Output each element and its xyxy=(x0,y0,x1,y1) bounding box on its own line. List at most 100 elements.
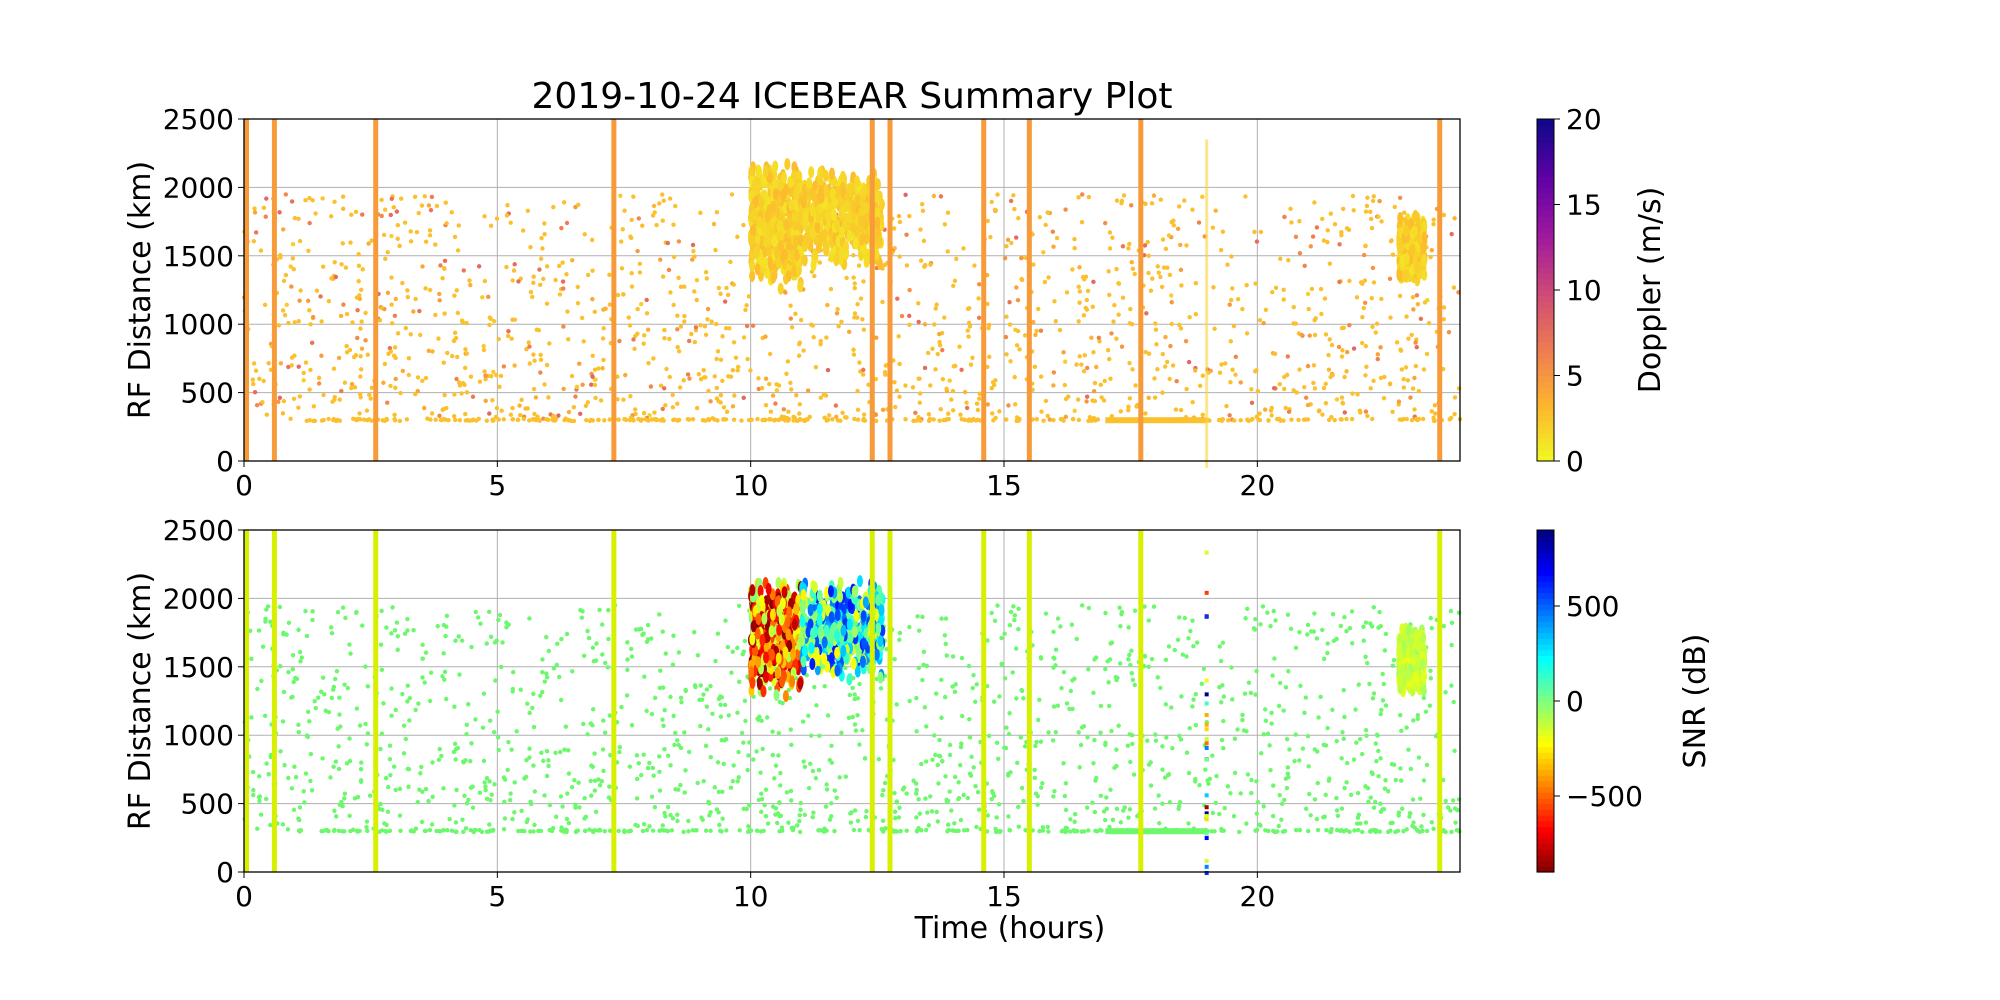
data-point xyxy=(893,815,898,821)
data-point xyxy=(715,631,721,636)
data-point xyxy=(1379,707,1384,713)
data-point xyxy=(1330,372,1335,378)
data-point xyxy=(329,276,334,281)
data-point xyxy=(1361,624,1366,630)
data-point xyxy=(1432,403,1438,408)
data-point xyxy=(1114,198,1120,203)
data-point xyxy=(767,686,773,691)
data-point xyxy=(798,807,803,812)
data-point xyxy=(882,780,888,786)
data-point xyxy=(632,346,637,352)
data-point xyxy=(364,825,369,830)
data-point xyxy=(508,412,514,417)
data-point xyxy=(1057,327,1063,333)
data-point xyxy=(1328,829,1333,835)
data-point xyxy=(441,407,446,412)
data-point xyxy=(1254,779,1259,784)
data-point xyxy=(497,612,503,618)
data-point xyxy=(453,820,459,825)
data-point xyxy=(490,418,495,423)
data-point xyxy=(433,242,438,247)
data-point xyxy=(1019,255,1024,261)
data-point xyxy=(629,284,635,289)
data-point xyxy=(1443,798,1448,804)
chart-title: 2019-10-24 ICEBEAR Summary Plot xyxy=(532,76,1173,117)
data-point xyxy=(1380,671,1385,677)
data-point xyxy=(560,260,565,265)
data-point xyxy=(977,391,983,397)
data-point xyxy=(481,343,486,349)
data-point xyxy=(355,794,361,800)
data-point xyxy=(289,284,294,289)
data-point xyxy=(824,782,829,787)
data-point xyxy=(641,341,646,346)
data-point xyxy=(666,267,672,273)
data-point xyxy=(855,417,861,422)
data-point xyxy=(1128,306,1133,312)
data-point xyxy=(1072,246,1077,251)
data-point xyxy=(665,753,671,758)
data-point xyxy=(1329,342,1335,348)
cluster-point xyxy=(794,249,801,262)
data-point xyxy=(427,827,433,833)
data-point xyxy=(1318,694,1323,700)
data-point xyxy=(452,803,457,808)
data-point xyxy=(645,327,651,332)
data-point xyxy=(357,296,363,302)
colorbar-tick-label: 10 xyxy=(1566,274,1602,307)
data-point xyxy=(1096,335,1102,340)
data-point xyxy=(547,802,553,808)
data-point xyxy=(1099,395,1104,400)
data-point xyxy=(309,340,315,346)
data-point xyxy=(509,336,514,341)
cluster-point xyxy=(791,161,798,174)
data-point xyxy=(901,785,907,790)
data-point xyxy=(1371,280,1377,285)
data-point xyxy=(1344,416,1349,422)
data-point xyxy=(1284,736,1290,742)
data-point xyxy=(633,407,638,412)
data-point xyxy=(580,609,585,614)
data-point xyxy=(356,278,361,284)
data-point xyxy=(559,225,564,231)
data-point xyxy=(416,210,421,216)
data-point xyxy=(675,401,680,406)
data-point xyxy=(1167,800,1173,805)
colorbar-segment xyxy=(1537,386,1554,394)
data-point xyxy=(380,807,385,812)
data-point xyxy=(1277,416,1282,422)
data-point xyxy=(652,805,658,810)
data-point xyxy=(825,713,831,718)
data-point xyxy=(1398,347,1403,352)
data-point xyxy=(1344,780,1349,785)
data-point xyxy=(1008,359,1013,364)
data-point xyxy=(464,731,469,737)
data-point xyxy=(1070,416,1076,422)
data-point xyxy=(312,699,317,704)
data-point xyxy=(528,289,534,295)
data-point xyxy=(1357,408,1363,413)
data-point xyxy=(726,374,731,379)
data-point xyxy=(797,417,802,423)
data-point xyxy=(258,248,264,253)
data-point xyxy=(382,418,387,424)
data-point xyxy=(796,353,802,358)
data-point xyxy=(917,400,922,405)
data-point xyxy=(389,302,394,307)
data-point xyxy=(544,264,550,269)
data-point xyxy=(444,696,449,702)
data-point xyxy=(1224,403,1229,409)
data-point xyxy=(1339,354,1345,359)
data-point xyxy=(668,694,673,700)
data-point xyxy=(1104,806,1109,812)
data-point xyxy=(385,400,390,405)
data-point xyxy=(1263,718,1269,723)
data-point xyxy=(992,618,998,624)
data-point xyxy=(544,301,550,306)
data-point xyxy=(453,638,458,643)
data-point xyxy=(683,688,689,694)
data-point xyxy=(758,770,763,775)
data-point xyxy=(1149,656,1155,662)
data-point xyxy=(756,376,761,381)
data-point xyxy=(1085,365,1090,371)
